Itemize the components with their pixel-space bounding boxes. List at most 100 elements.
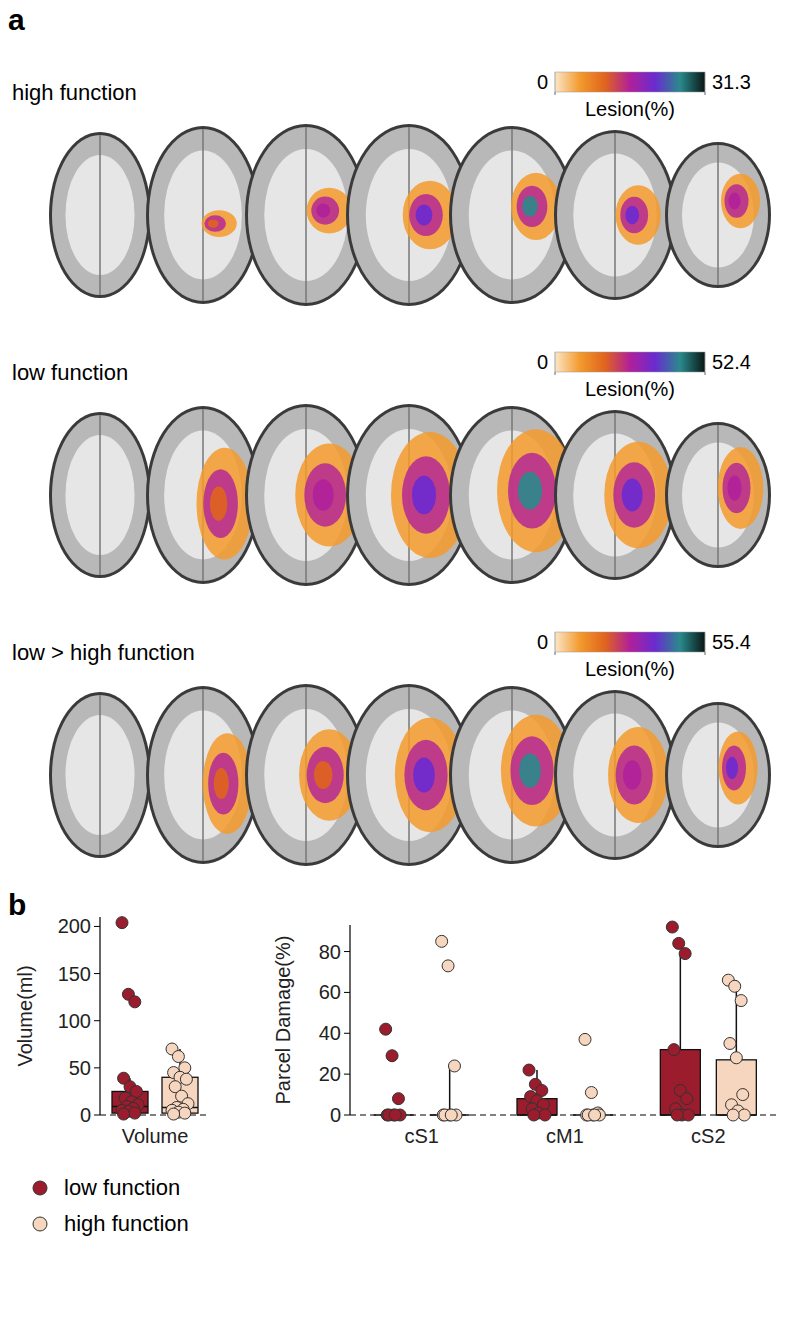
map-title: low function [12, 360, 128, 385]
lesion-overlay [522, 196, 537, 217]
colorbar-min [555, 632, 556, 652]
y-axis [349, 925, 350, 1115]
brain-slice-outline [665, 422, 771, 568]
midline [99, 135, 101, 295]
midline [614, 133, 616, 297]
y-axis-title: Parcel Damage(%) [272, 936, 294, 1105]
x-tick-label: cS1 [404, 1125, 438, 1147]
y-tick [94, 926, 100, 927]
marks [112, 917, 198, 1120]
lesion-map-row: low > high function 0 55.4 Lesion(%) [12, 631, 771, 866]
y-tick-label: 40 [319, 1022, 341, 1044]
data-point [730, 1052, 742, 1064]
data-point [727, 1109, 739, 1121]
data-point [168, 1108, 180, 1120]
data-point [380, 1023, 392, 1035]
data-point [681, 1093, 693, 1105]
data-point [539, 1109, 551, 1121]
lesion-overlay [623, 760, 642, 790]
lesion-overlay [203, 469, 238, 538]
lesion-overlay [511, 173, 561, 240]
figure: abhigh function031.3Lesion(%)low functio… [0, 0, 788, 1339]
brain-slice-outline [49, 132, 151, 298]
lesion-overlay [620, 197, 648, 234]
lesion-map-row: low function052.4Lesion(%) [12, 351, 771, 586]
lesion-overlay [316, 204, 330, 218]
brain-slice [52, 415, 148, 575]
map-title: low > high function [12, 640, 195, 665]
whisker-high [680, 954, 682, 1050]
data-point [668, 1044, 680, 1056]
lesion-overlay [625, 206, 639, 224]
midline [99, 415, 101, 575]
lesion-overlay [729, 193, 741, 210]
data-point [735, 995, 747, 1007]
data-point [442, 960, 454, 972]
brain-slice [557, 693, 673, 857]
lesion-overlay [307, 747, 344, 803]
box-chart: 050100150200Volume(ml)Volume [14, 915, 210, 1147]
x-tick-label: cS2 [691, 1125, 725, 1147]
y-tick [344, 1115, 350, 1116]
colorbar-max [705, 632, 706, 652]
colorbar-tick [705, 652, 706, 655]
y-tick [94, 973, 100, 974]
colorbar-tick-label: 0 [537, 631, 548, 653]
data-point [738, 1109, 750, 1121]
lesion-overlay [416, 204, 433, 225]
brain-slice-outline [49, 692, 151, 858]
y-tick [94, 1020, 100, 1021]
midline [202, 129, 204, 301]
colorbar-tick [555, 652, 556, 655]
y-tick-label: 0 [80, 1104, 91, 1126]
data-point [579, 1033, 591, 1045]
lesion-overlay [311, 197, 339, 225]
data-point [392, 1093, 404, 1105]
brain-slice-outline [554, 690, 676, 860]
data-point [129, 996, 141, 1008]
colorbar [555, 72, 705, 92]
colorbar-max [705, 352, 706, 372]
lesion-overlay [510, 736, 553, 805]
x-tick-label: Volume [122, 1125, 189, 1147]
y-tick-label: 200 [58, 915, 91, 937]
lesion-overlay [208, 219, 219, 227]
data-point [129, 1107, 141, 1119]
midline [717, 705, 719, 845]
data-point [445, 1109, 457, 1121]
colorbar-label: Lesion(%) [585, 98, 675, 120]
x-axis [350, 1115, 780, 1116]
y-tick-label: 0 [330, 1104, 341, 1126]
lesion-overlay [404, 740, 447, 810]
colorbar-max [705, 72, 706, 92]
lesion-overlay [304, 463, 346, 526]
data-point [389, 1109, 401, 1121]
colorbar-label: Lesion(%) [585, 658, 675, 680]
y-tick [344, 951, 350, 952]
brain-slice-outline [146, 406, 260, 584]
panel-label: b [8, 888, 26, 921]
y-axis-title: Volume(ml) [14, 965, 36, 1066]
brain-slice-outline [665, 142, 771, 288]
data-point [682, 1109, 694, 1121]
lesion-overlay [722, 746, 746, 791]
brain-slice [149, 409, 257, 581]
lesion-overlay [616, 745, 653, 804]
brain-slice-outline [49, 412, 151, 578]
lesion-overlay [208, 753, 238, 815]
legend: low functionhigh function [33, 1175, 189, 1236]
data-point [585, 1087, 597, 1099]
colorbar-tick [705, 372, 706, 375]
data-point [386, 1050, 398, 1062]
brain-slice [52, 135, 148, 295]
data-point [448, 1060, 460, 1072]
lesion-overlay [517, 186, 548, 227]
lesion-overlay [508, 453, 556, 529]
y-tick-label: 60 [319, 981, 341, 1003]
lesion-overlay [616, 185, 661, 245]
data-point [116, 917, 128, 929]
brain-slice [557, 133, 673, 297]
brain-slice [52, 695, 148, 855]
colorbar-tick-label: 55.4 [712, 631, 751, 653]
x-tick-label: cM1 [546, 1125, 584, 1147]
